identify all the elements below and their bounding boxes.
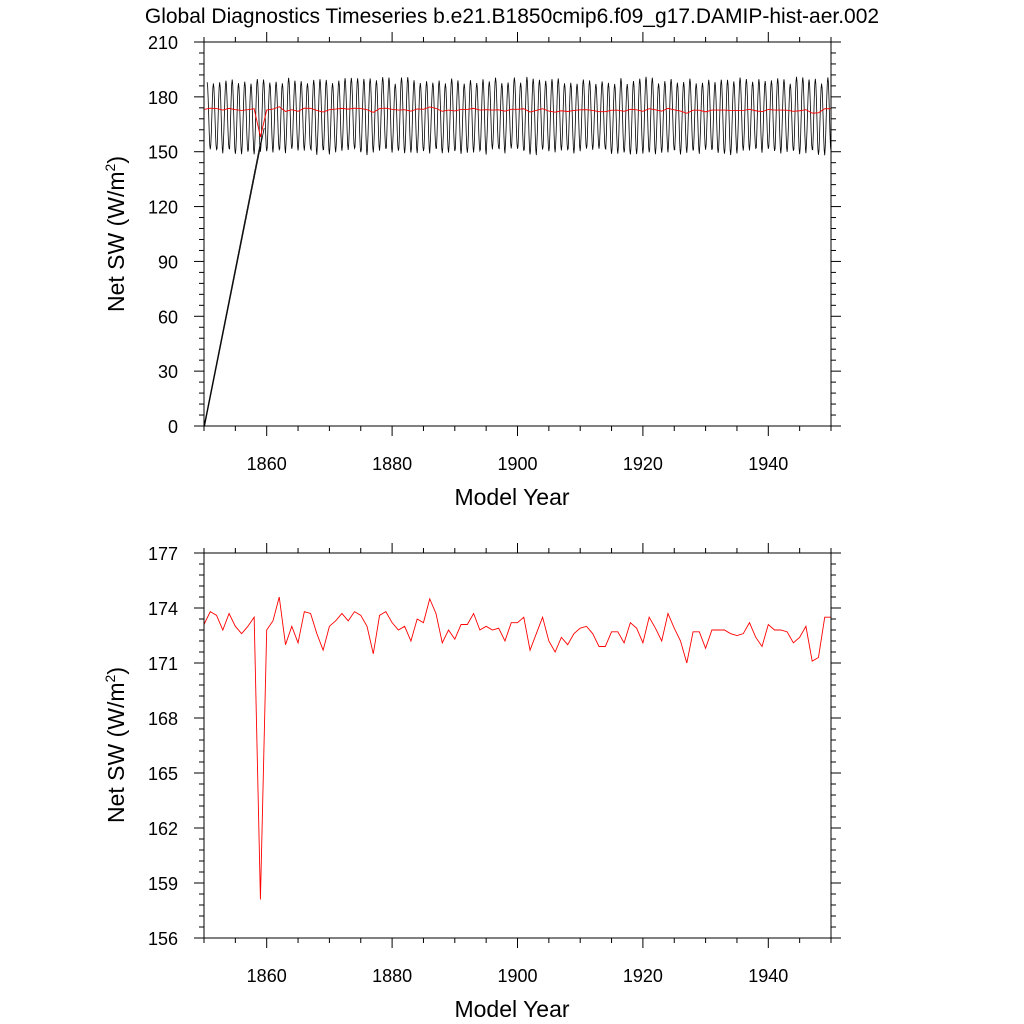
top-y-axis-label-main: Net SW (W/m xyxy=(103,171,129,312)
bottom-y-axis-label-close: ) xyxy=(103,667,129,675)
top-axes: 0 30 60 90 120 150 180 210 1860 1880 1900 1920 1940 xyxy=(148,32,841,474)
top-monthly-series-line xyxy=(206,76,832,156)
bottom-x-axis-label: Model Year xyxy=(454,996,569,1022)
top-spinup-line-0 xyxy=(203,142,261,427)
top-x-tick-label: 1940 xyxy=(748,454,788,474)
top-y-axis-label-superscript: 2 xyxy=(102,163,118,171)
bottom-panel: 156 159 162 165 168 171 174 177 1860 1880 1900 1920… xyxy=(102,543,841,1022)
top-x-axis-label: Model Year xyxy=(454,484,569,510)
top-x-tick-label: 1860 xyxy=(247,454,287,474)
bottom-y-tick-label: 156 xyxy=(148,929,178,949)
bottom-y-tick-label: 159 xyxy=(148,874,178,894)
top-y-axis-label-close: ) xyxy=(103,156,129,164)
top-annual-series-line xyxy=(203,106,831,138)
bottom-x-tick-label: 1920 xyxy=(623,966,663,986)
top-x-tick-label: 1880 xyxy=(372,454,412,474)
bottom-y-axis-label: Net SW (W/m2) xyxy=(102,667,129,823)
bottom-x-tick-label: 1860 xyxy=(247,966,287,986)
top-y-axis-label: Net SW (W/m2) xyxy=(102,156,129,312)
top-y-tick-label: 30 xyxy=(158,362,178,382)
bottom-y-tick-label: 168 xyxy=(148,709,178,729)
top-plot-layer xyxy=(203,76,832,427)
top-x-tick-label: 1920 xyxy=(623,454,663,474)
top-y-tick-label: 120 xyxy=(148,198,178,218)
bottom-annual-series-line xyxy=(203,596,831,900)
bottom-y-tick-label: 177 xyxy=(148,544,178,564)
bottom-x-tick-label: 1900 xyxy=(497,966,537,986)
bottom-plot-frame xyxy=(203,552,832,939)
top-plot-frame xyxy=(203,41,832,427)
bottom-plot-layer xyxy=(203,596,831,900)
bottom-y-axis-label-main: Net SW (W/m xyxy=(103,682,129,823)
bottom-y-tick-label: 174 xyxy=(148,599,178,619)
bottom-axes: 156 159 162 165 168 171 174 177 1860 1880 1900 1920… xyxy=(148,543,841,986)
top-y-tick-label: 90 xyxy=(158,252,178,272)
bottom-x-tick-label: 1880 xyxy=(372,966,412,986)
top-y-tick-label: 0 xyxy=(168,417,178,437)
chart-title: Global Diagnostics Timeseries b.e21.B185… xyxy=(145,5,879,28)
top-y-tick-label: 180 xyxy=(148,88,178,108)
top-x-tick-label: 1900 xyxy=(497,454,537,474)
top-spinup-line-1 xyxy=(204,127,265,427)
top-y-tick-label: 60 xyxy=(158,307,178,327)
bottom-x-tick-label: 1940 xyxy=(748,966,788,986)
bottom-y-tick-label: 171 xyxy=(148,654,178,674)
top-y-tick-label: 210 xyxy=(148,33,178,53)
top-y-tick-label: 150 xyxy=(148,143,178,163)
bottom-y-tick-label: 162 xyxy=(148,819,178,839)
bottom-y-axis-label-superscript: 2 xyxy=(102,674,118,682)
bottom-y-tick-label: 165 xyxy=(148,764,178,784)
